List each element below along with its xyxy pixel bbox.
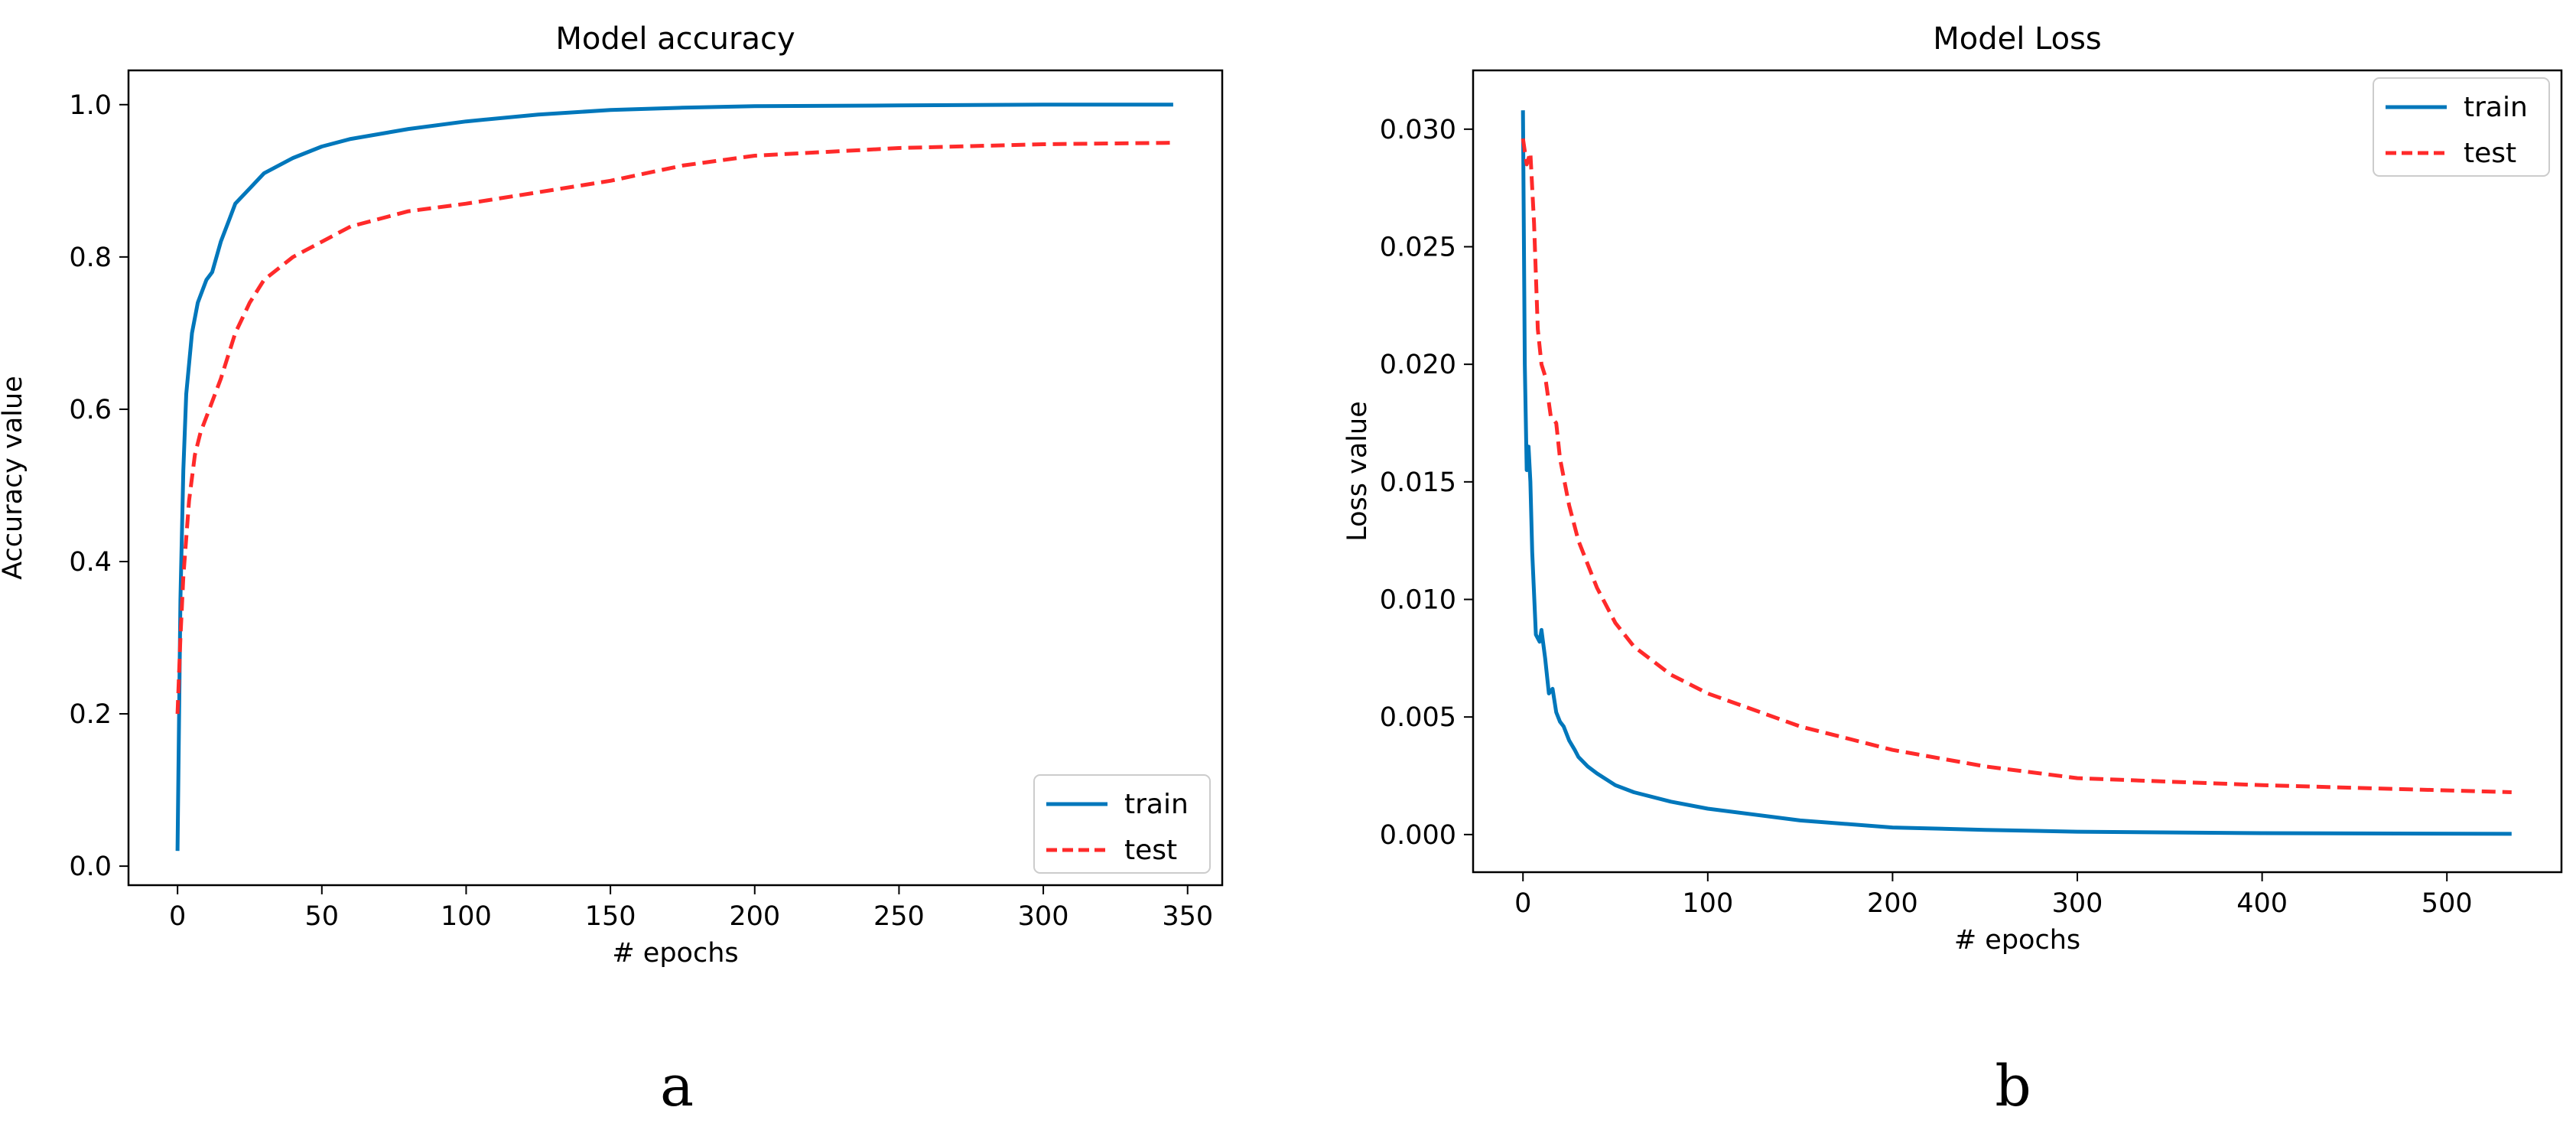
y-tick-label: 0.6	[69, 395, 112, 425]
series-line-train	[175, 103, 1173, 852]
y-tick-label: 0.0	[69, 852, 112, 882]
legend: train test	[2373, 77, 2550, 177]
chart-title: Model accuracy	[555, 21, 795, 57]
x-tick-label: 50	[305, 901, 340, 932]
panel-letter-a: a	[660, 1053, 694, 1119]
y-tick-label: 0.010	[1380, 585, 1456, 615]
x-tick-label: 200	[729, 901, 780, 932]
y-tick-label: 0.025	[1380, 232, 1456, 262]
x-axis-label: # epochs	[612, 938, 738, 969]
x-tick-label: 250	[873, 901, 925, 932]
x-tick-label: 350	[1162, 901, 1213, 932]
plot-frame	[127, 69, 1224, 887]
x-tick-label: 150	[585, 901, 636, 932]
x-tick-label: 100	[1682, 888, 1733, 919]
y-tick-label: 0.030	[1380, 115, 1456, 145]
x-tick-label: 0	[169, 901, 186, 932]
series-line-train	[1521, 110, 2512, 836]
x-axis-label: # epochs	[1954, 925, 2080, 956]
series-line-test	[1521, 138, 2512, 794]
y-axis-label: Accuracy value	[0, 376, 28, 580]
x-tick-label: 200	[1867, 888, 1918, 919]
legend-label-test: test	[1124, 835, 1177, 866]
y-tick-label: 1.0	[69, 90, 112, 121]
accuracy-chart: Model accuracy 0 50 100 150 200 250 300 350 0.0 0.…	[0, 21, 1224, 969]
panel-letter-b: b	[1995, 1053, 2031, 1119]
series-line-test	[175, 141, 1173, 715]
y-tick-label: 0.8	[69, 243, 112, 273]
y-tick-label: 0.020	[1380, 350, 1456, 380]
plot-frame	[1472, 69, 2563, 874]
y-tick-label: 0.005	[1380, 702, 1456, 733]
x-tick-label: 500	[2422, 888, 2473, 919]
y-tick-label: 0.015	[1380, 467, 1456, 498]
loss-chart: Model Loss 0 100 200 300 400 500 0.000 0.005 0.01…	[1342, 21, 2563, 956]
x-tick-label: 300	[1018, 901, 1069, 932]
x-tick-label: 300	[2052, 888, 2103, 919]
legend-box	[1033, 774, 1211, 874]
legend-box	[2373, 77, 2550, 177]
x-tick-label: 0	[1514, 888, 1531, 919]
legend-label-train: train	[1124, 789, 1189, 820]
legend: train test	[1033, 774, 1211, 874]
y-tick-label: 0.4	[69, 547, 112, 578]
y-axis-label: Loss value	[1342, 401, 1373, 542]
y-tick-label: 0.2	[69, 699, 112, 730]
x-tick-label: 400	[2236, 888, 2288, 919]
legend-label-train: train	[2464, 92, 2528, 123]
legend-label-test: test	[2464, 138, 2516, 169]
y-tick-label: 0.000	[1380, 820, 1456, 851]
x-tick-label: 100	[441, 901, 492, 932]
chart-title: Model Loss	[1933, 21, 2102, 57]
